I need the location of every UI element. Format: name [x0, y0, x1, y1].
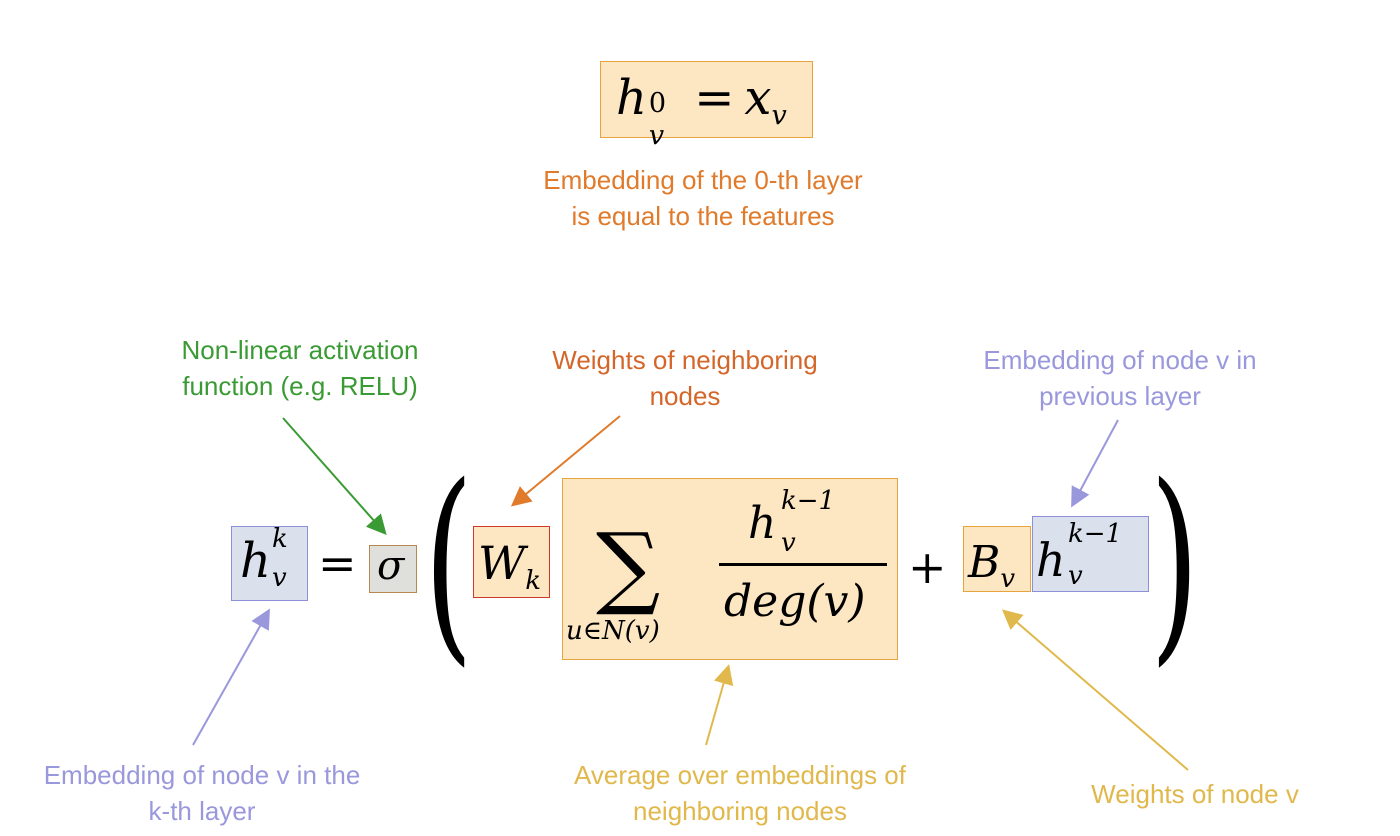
main-sum-lower: u∈N(v) — [566, 616, 660, 646]
main-num-sub: v — [781, 528, 796, 558]
annotation-prev-embedding: Embedding of node v in previous layer — [950, 342, 1290, 414]
wk-box — [473, 526, 550, 598]
main-w-sub: k — [525, 566, 542, 596]
main-b-sub: v — [1000, 564, 1016, 594]
eq0-equals: = — [694, 70, 735, 126]
equation0-box — [600, 61, 813, 138]
annotation-layer0-line1: Embedding of the 0-th layer — [543, 165, 863, 195]
main-h-letter: h — [240, 533, 271, 589]
annotation-weights-neighbors-line1: Weights of neighboring — [552, 345, 818, 375]
annotation-kth-embedding-line2: k-th layer — [148, 796, 256, 826]
hprev-box — [1032, 516, 1149, 592]
eq0-h: h — [616, 70, 647, 126]
annotation-prev-embedding-line1: Embedding of node v in — [983, 345, 1257, 375]
annotation-average: Average over embeddings of neighboring n… — [540, 757, 940, 829]
eq0-x-sub: v — [771, 100, 787, 131]
annotation-weights-node-line1: Weights of node v — [1091, 779, 1299, 809]
main-b-letter: B — [968, 537, 1001, 588]
main-w: Wk — [478, 540, 541, 594]
arrow-kth-embedding — [192, 608, 270, 746]
main-lparen: ( — [424, 440, 474, 685]
main-h2-sub: v — [1068, 561, 1083, 591]
main-rparen: ) — [1150, 440, 1200, 685]
annotation-average-line1: Average over embeddings of — [574, 760, 906, 790]
eq0-x: x — [744, 70, 772, 126]
arrow-prev-embedding — [1071, 419, 1119, 508]
annotation-activation: Non-linear activation function (e.g. REL… — [140, 332, 460, 404]
main-h2-sup: k−1 — [1068, 519, 1123, 549]
annotation-layer0: Embedding of the 0-th layer is equal to … — [520, 162, 886, 234]
arrow-average — [705, 664, 734, 746]
annotation-average-line2: neighboring nodes — [633, 796, 847, 826]
main-h-sup: k — [272, 524, 288, 554]
annotation-weights-neighbors-line2: nodes — [649, 381, 721, 411]
main-frac-num: h — [748, 502, 776, 546]
eq0-sub: v — [648, 120, 665, 151]
main-w-letter: W — [478, 536, 526, 590]
annotation-kth-embedding: Embedding of node v in the k-th layer — [12, 757, 392, 829]
annotation-layer0-line2: is equal to the features — [571, 201, 835, 231]
main-sigma: σ — [377, 543, 405, 589]
annotation-weights-node: Weights of node v — [1060, 776, 1330, 812]
main-b: Bv — [968, 541, 1015, 593]
sum-box — [562, 478, 898, 660]
main-frac-denom: deg(v) — [724, 576, 866, 627]
annotation-prev-embedding-line2: previous layer — [1039, 381, 1201, 411]
main-num-sup: k−1 — [781, 486, 836, 516]
main-h: h — [240, 537, 271, 585]
bv-box — [963, 526, 1031, 592]
main-h2-letter: h — [1036, 533, 1066, 587]
main-sum: ∑ — [596, 514, 661, 619]
sigma-box — [369, 545, 417, 593]
hk-box — [231, 526, 308, 601]
main-h2: h — [1036, 537, 1066, 583]
main-equals: = — [318, 536, 357, 590]
main-plus: + — [908, 540, 947, 594]
arrow-activation — [282, 417, 387, 535]
annotation-kth-embedding-line1: Embedding of node v in the — [43, 760, 361, 790]
annotation-activation-line1: Non-linear activation — [181, 335, 419, 365]
annotation-activation-line2: function (e.g. RELU) — [182, 371, 418, 401]
main-num-h: h — [748, 498, 777, 549]
arrow-weights-neighbors — [510, 415, 621, 507]
fraction-bar — [719, 563, 887, 566]
eq0-sup: 0 — [648, 88, 667, 119]
arrow-weights-node — [1001, 609, 1189, 771]
main-h-sub: v — [272, 563, 287, 593]
annotation-weights-neighbors: Weights of neighboring nodes — [510, 342, 860, 414]
